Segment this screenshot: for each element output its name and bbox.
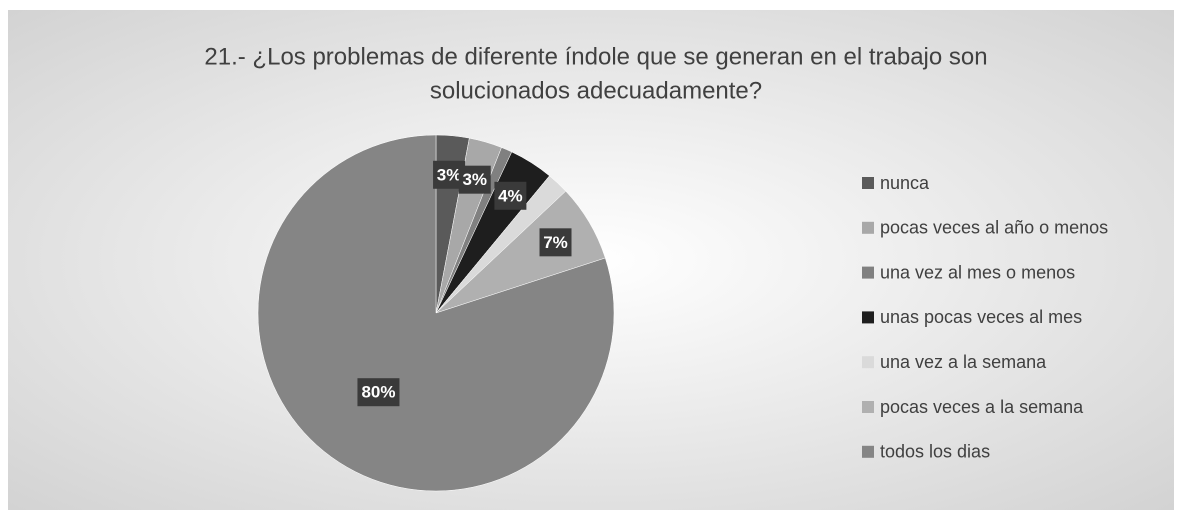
legend-swatch — [862, 221, 874, 234]
chart-title: 21.- ¿Los problemas de diferente índole … — [204, 43, 987, 70]
data-label-box — [357, 378, 400, 407]
legend-label: pocas veces al año o menos — [880, 218, 1108, 238]
legend-swatch — [862, 177, 874, 189]
legend-swatch — [862, 445, 874, 458]
legend-label: todos los dias — [880, 442, 990, 462]
data-label: 4% — [498, 186, 523, 205]
legend-label: pocas veces a la semana — [880, 397, 1084, 417]
data-label-box — [494, 181, 527, 210]
legend-swatch — [862, 356, 874, 369]
data-label: 7% — [543, 233, 568, 252]
data-label: 3% — [462, 170, 487, 189]
legend-label: una vez al mes o menos — [880, 262, 1075, 282]
legend-label: una vez a la semana — [880, 352, 1047, 372]
data-label: 80% — [361, 383, 395, 402]
pie-slice — [257, 134, 615, 492]
data-label: 3% — [437, 165, 462, 184]
legend-swatch — [862, 311, 874, 324]
legend-swatch — [862, 401, 874, 413]
data-label-box — [539, 228, 572, 257]
data-label-box — [458, 165, 491, 194]
chart-title: solucionados adecuadamente? — [430, 77, 762, 104]
legend-label: unas pocas veces al mes — [880, 307, 1082, 327]
legend-label: nunca — [880, 173, 930, 193]
legend-swatch — [862, 266, 874, 279]
